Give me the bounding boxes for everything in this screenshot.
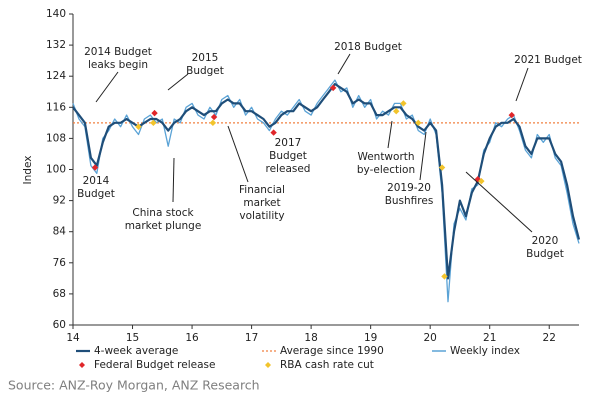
event-marker (393, 107, 400, 115)
x-tick-label: 17 (245, 332, 258, 344)
y-tick-label: 60 (53, 319, 66, 331)
x-tick-label: 22 (543, 332, 556, 344)
event-marker (508, 111, 515, 119)
annotation: market plunge (125, 220, 202, 232)
annotation: Financial (239, 184, 285, 196)
event-marker (210, 113, 218, 121)
event-marker (415, 119, 422, 127)
annotation: Budget (186, 65, 224, 77)
legend-label: 4-week average (94, 345, 178, 357)
annotation: Bushfires (385, 195, 434, 207)
series-line (72, 79, 580, 303)
y-tick-label: 76 (53, 257, 67, 269)
annotation: 2021 Budget (514, 54, 582, 66)
y-tick-label: 108 (46, 132, 66, 144)
annotation: 2014 Budget (84, 46, 152, 58)
y-tick-label: 124 (46, 70, 66, 82)
x-tick-label: 15 (126, 332, 139, 344)
annotation: Budget (77, 188, 115, 200)
y-tick-label: 132 (46, 39, 66, 51)
legend-label: RBA cash rate cut (280, 359, 374, 371)
annotation-arrow (95, 71, 119, 103)
y-tick-label: 100 (46, 164, 66, 176)
y-tick-label: 68 (53, 288, 66, 300)
event-marker (135, 123, 142, 130)
annotation-arrow (227, 125, 249, 183)
annotation: 2020 (532, 235, 559, 247)
event-marker (151, 109, 158, 117)
annotation-arrow (419, 131, 427, 181)
annotation: volatility (239, 210, 284, 222)
legend-label: Federal Budget release (94, 359, 215, 371)
event-marker (478, 177, 485, 185)
annotation: 2018 Budget (334, 41, 402, 53)
series-line (72, 82, 581, 280)
x-tick-label: 14 (66, 332, 80, 344)
event-marker (441, 273, 448, 280)
x-tick-label: 21 (483, 332, 496, 344)
event-marker (91, 164, 99, 171)
y-axis-label: Index (22, 156, 34, 185)
annotation-arrow (465, 171, 533, 233)
y-tick-label: 84 (53, 226, 67, 238)
legend-label: Weekly index (450, 345, 520, 357)
x-tick-label: 19 (364, 332, 377, 344)
annotation-arrow (337, 53, 351, 75)
legend-swatch (79, 362, 85, 368)
event-marker (270, 129, 277, 136)
annotation-arrow (172, 157, 175, 203)
annotation-arrow (515, 67, 529, 102)
x-tick-label: 18 (304, 332, 317, 344)
annotation-arrow (167, 73, 189, 91)
source: Source: ANZ-Roy Morgan, ANZ Research (8, 378, 260, 393)
event-marker (400, 100, 407, 107)
annotation: 2015 (192, 52, 219, 64)
event-marker (438, 164, 446, 171)
annotation: Budget (526, 248, 564, 260)
annotation: 2014 (83, 175, 110, 187)
annotation: market (243, 197, 280, 209)
legend-label: Average since 1990 (280, 345, 384, 357)
annotation: 2019-20 (387, 182, 431, 194)
x-tick-label: 20 (423, 332, 436, 344)
y-tick-label: 116 (46, 101, 66, 113)
event-marker (329, 84, 337, 92)
annotation: China stock (132, 207, 194, 219)
annotation: by-election (357, 164, 415, 176)
annotation: leaks begin (88, 59, 148, 71)
annotation: Budget (269, 150, 307, 162)
annotation: Wentworth (357, 151, 414, 163)
event-marker (209, 119, 217, 127)
event-marker (150, 119, 157, 127)
legend-swatch (265, 362, 271, 368)
y-tick-label: 140 (46, 8, 66, 20)
annotation: released (266, 163, 311, 175)
annotation: 2017 (275, 137, 302, 149)
annotation-arrow (387, 120, 393, 149)
x-tick-label: 16 (185, 332, 199, 344)
y-tick-label: 92 (53, 195, 66, 207)
